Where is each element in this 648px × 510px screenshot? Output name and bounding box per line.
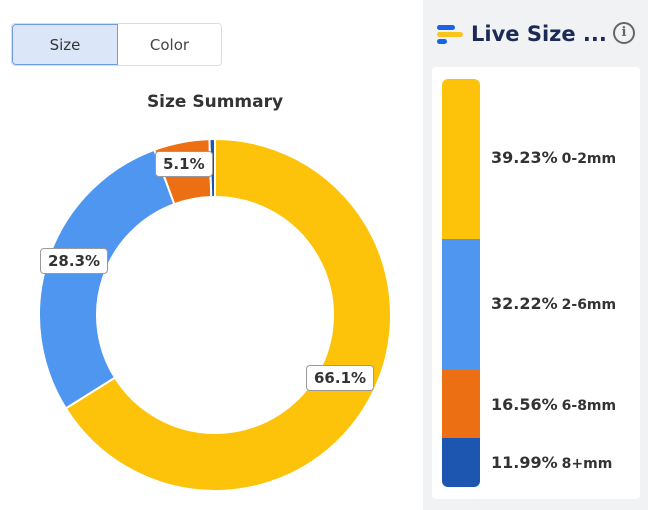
info-icon[interactable]: i — [613, 22, 635, 44]
brand-logo-icon — [437, 22, 463, 46]
slice-label-blue: 28.3% — [40, 248, 109, 274]
slice-label-yellow: 66.1% — [306, 365, 375, 391]
stacked-size-bar — [442, 79, 480, 487]
band-percent: 39.23% — [491, 148, 558, 167]
live-size-panel: Live Size ... i 39.23% 0-2mm 32.22% 2-6mm … — [423, 0, 648, 510]
band-range: 6-8mm — [561, 398, 617, 414]
stacked-size-card: 39.23% 0-2mm 32.22% 2-6mm 16.56% 6-8mm 11.9… — [432, 67, 640, 499]
band-range: 0-2mm — [561, 151, 617, 167]
panel-title: Live Size ... — [471, 22, 607, 46]
size-tab-button[interactable]: Size — [12, 24, 118, 65]
band-percent: 16.56% — [491, 395, 558, 414]
color-tab-button[interactable]: Color — [118, 24, 221, 65]
bar-segment-2-6mm — [442, 239, 480, 370]
slice-label-orange: 5.1% — [155, 151, 213, 177]
band-label-8plus-mm: 11.99% 8+mm — [491, 453, 612, 472]
size-color-toggle: Size Color — [11, 23, 222, 66]
slice-blue[interactable] — [38, 148, 176, 410]
band-label-2-6mm: 32.22% 2-6mm — [491, 294, 616, 313]
slice-yellow[interactable] — [64, 137, 392, 492]
band-label-0-2mm: 39.23% 0-2mm — [491, 148, 616, 167]
panel-header: Live Size ... i — [433, 12, 643, 56]
band-percent: 11.99% — [491, 453, 558, 472]
band-percent: 32.22% — [491, 294, 558, 313]
band-range: 2-6mm — [561, 297, 617, 313]
bar-segment-8plus-mm — [442, 438, 480, 487]
size-summary-donut-chart: 66.1% 28.3% 5.1% — [0, 120, 430, 510]
bar-segment-0-2mm — [442, 79, 480, 239]
bar-segment-6-8mm — [442, 370, 480, 438]
band-label-6-8mm: 16.56% 6-8mm — [491, 395, 616, 414]
band-range: 8+mm — [561, 456, 613, 472]
size-summary-title: Size Summary — [146, 92, 284, 112]
